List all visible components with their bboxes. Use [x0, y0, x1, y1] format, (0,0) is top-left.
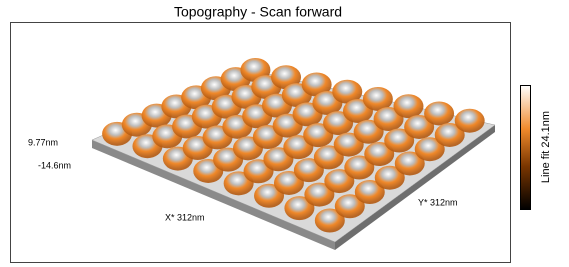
- surface-3d: [92, 58, 495, 250]
- y-axis-label: Y* 312nm: [418, 197, 458, 207]
- colorbar-label: Line fit 24.1nm: [540, 111, 552, 183]
- title: Topography - Scan forward: [174, 4, 342, 20]
- z-max-label: 9.77nm: [28, 137, 58, 147]
- z-min-label: -14.6nm: [38, 160, 71, 170]
- figure: Topography - Scan forward 9.77nm -14.6nm…: [0, 0, 569, 267]
- surface-bump: [393, 94, 423, 118]
- surface-bump: [424, 101, 454, 125]
- colorbar: [521, 86, 531, 210]
- surface-bump: [455, 109, 485, 133]
- x-axis-label: X* 312nm: [165, 212, 205, 222]
